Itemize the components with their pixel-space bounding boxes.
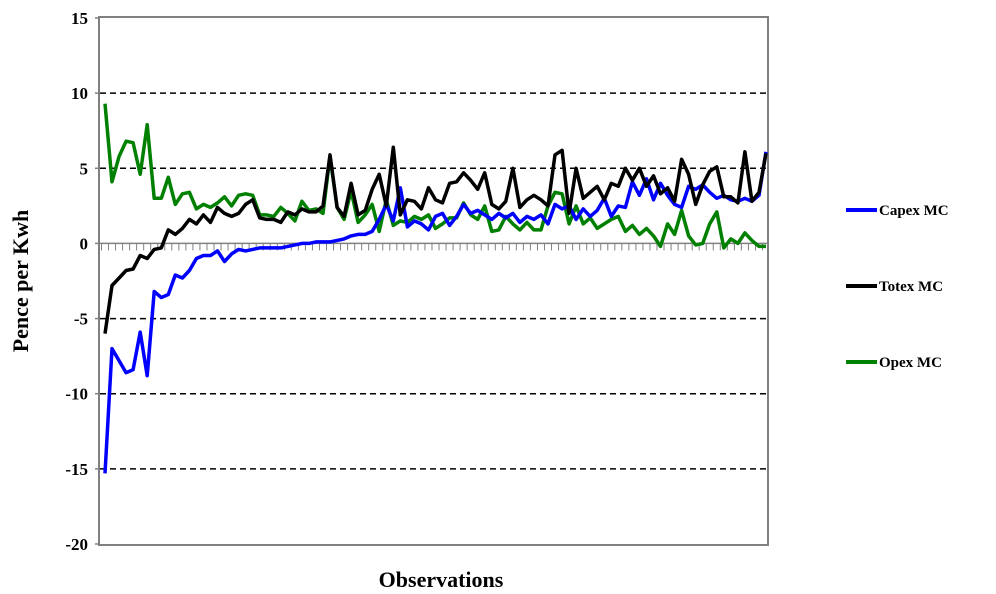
series-line-totex-mc xyxy=(103,145,768,334)
y-axis-tick-labels: -20 -15 -10 -5 0 5 10 15 xyxy=(65,9,100,554)
y-tick-label: -20 xyxy=(65,535,88,554)
legend-label-totex-mc: Totex MC xyxy=(879,279,943,295)
legend-label-opex-mc: Opex MC xyxy=(879,355,942,371)
legend: Capex MC Totex MC Opex MC xyxy=(846,203,949,371)
x-axis-title: Observations xyxy=(379,567,504,592)
gridlines xyxy=(100,92,767,470)
y-tick-label: 15 xyxy=(71,9,88,28)
series-line-opex-mc xyxy=(103,103,766,250)
y-tick-label: 0 xyxy=(80,234,89,253)
y-axis-title: Pence per Kwh xyxy=(8,210,33,353)
y-tick-label: -5 xyxy=(74,310,88,329)
y-tick-label: -15 xyxy=(65,460,88,479)
y-tick-label: 10 xyxy=(71,84,88,103)
y-tick-label: -10 xyxy=(65,385,88,404)
series-lines xyxy=(103,103,768,474)
x-axis-tick-marks xyxy=(100,242,767,251)
series-line-capex-mc xyxy=(103,151,768,474)
y-tick-label: 5 xyxy=(80,159,89,178)
legend-label-capex-mc: Capex MC xyxy=(879,203,949,219)
plot-area-border xyxy=(98,16,769,546)
